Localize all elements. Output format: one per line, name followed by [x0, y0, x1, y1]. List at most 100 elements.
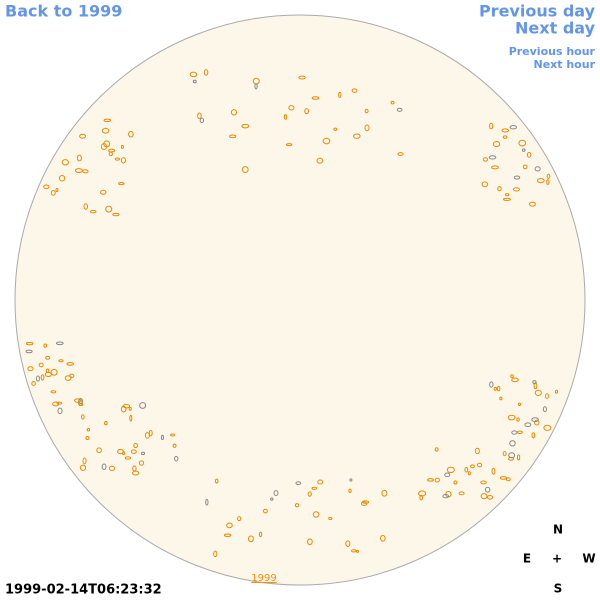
- contour: [83, 203, 89, 210]
- previous-day-link[interactable]: Previous day: [479, 2, 596, 21]
- contour: [486, 495, 494, 500]
- contour: [502, 197, 511, 201]
- contour: [101, 127, 110, 134]
- contour: [82, 169, 89, 174]
- contour: [516, 430, 523, 435]
- contour: [504, 193, 510, 197]
- contour: [79, 464, 87, 471]
- contour: [311, 96, 320, 100]
- contour: [497, 186, 502, 192]
- contour: [352, 133, 361, 139]
- contour: [56, 401, 63, 405]
- contour: [345, 540, 351, 547]
- contour: [502, 450, 507, 457]
- previous-hour-link[interactable]: Previous hour: [509, 45, 596, 58]
- contour: [80, 414, 85, 420]
- contour: [283, 114, 288, 120]
- contour: [509, 440, 516, 447]
- contour: [510, 374, 514, 379]
- contour: [531, 432, 536, 439]
- contour: [74, 398, 82, 403]
- contour: [458, 491, 465, 496]
- contour: [496, 385, 501, 392]
- contour: [114, 157, 120, 161]
- contour: [189, 71, 198, 78]
- contour: [534, 166, 541, 172]
- contour: [516, 417, 520, 422]
- contour: [491, 165, 499, 170]
- contour: [129, 414, 133, 422]
- contour: [349, 478, 353, 482]
- contour: [480, 493, 488, 500]
- contour: [27, 366, 34, 372]
- contour: [96, 447, 102, 454]
- contour: [546, 173, 551, 180]
- contour: [57, 407, 63, 415]
- contour: [298, 75, 306, 80]
- contour: [505, 477, 511, 482]
- contour: [258, 531, 263, 537]
- contour: [543, 424, 552, 431]
- contour: [434, 447, 439, 452]
- contour: [78, 397, 83, 404]
- contour: [66, 361, 74, 366]
- next-day-link[interactable]: Next day: [515, 19, 596, 38]
- contour: [532, 380, 537, 385]
- compass-south: S: [554, 582, 563, 596]
- contour: [254, 83, 258, 90]
- contour: [427, 478, 434, 482]
- contour: [229, 134, 237, 139]
- solar-disk: [14, 14, 586, 586]
- contour: [82, 457, 87, 465]
- contour: [508, 452, 516, 459]
- contour: [76, 154, 82, 162]
- year-link[interactable]: 1999: [251, 573, 276, 584]
- contour: [128, 130, 134, 138]
- contour: [226, 522, 233, 529]
- contour: [133, 442, 138, 448]
- contour: [139, 402, 147, 409]
- contour: [317, 479, 324, 485]
- contour: [311, 486, 318, 490]
- compass-center: +: [552, 552, 562, 566]
- contour: [502, 135, 508, 139]
- contour: [484, 486, 491, 493]
- next-hour-link[interactable]: Next hour: [534, 58, 596, 71]
- contour: [304, 108, 309, 115]
- contour: [237, 516, 242, 522]
- contour: [108, 151, 114, 157]
- contour: [509, 125, 518, 130]
- contour: [488, 155, 497, 160]
- back-link[interactable]: Back to 1999: [5, 2, 122, 21]
- contour: [270, 497, 274, 501]
- contour: [138, 460, 145, 466]
- contour: [120, 405, 127, 413]
- contour: [100, 189, 107, 195]
- contour: [470, 464, 475, 469]
- magnetic-features: [25, 69, 559, 558]
- contour: [85, 436, 90, 440]
- contour: [492, 141, 501, 148]
- contour: [223, 533, 232, 538]
- contour: [130, 449, 137, 454]
- contour: [112, 212, 120, 217]
- contour: [507, 414, 516, 421]
- contour: [464, 466, 469, 473]
- contour: [533, 419, 540, 426]
- contour: [120, 144, 124, 149]
- contour: [140, 451, 146, 456]
- contour: [50, 368, 58, 376]
- contour: [534, 389, 542, 397]
- contour: [364, 108, 369, 114]
- contour: [69, 373, 75, 378]
- contour: [361, 500, 370, 504]
- contour: [350, 549, 357, 553]
- contour: [491, 467, 496, 475]
- contour: [203, 69, 209, 76]
- contour: [247, 535, 254, 543]
- contour: [273, 490, 279, 497]
- contour: [43, 184, 50, 190]
- contour: [79, 133, 87, 139]
- contour: [103, 140, 111, 148]
- compass-west: W: [582, 552, 595, 566]
